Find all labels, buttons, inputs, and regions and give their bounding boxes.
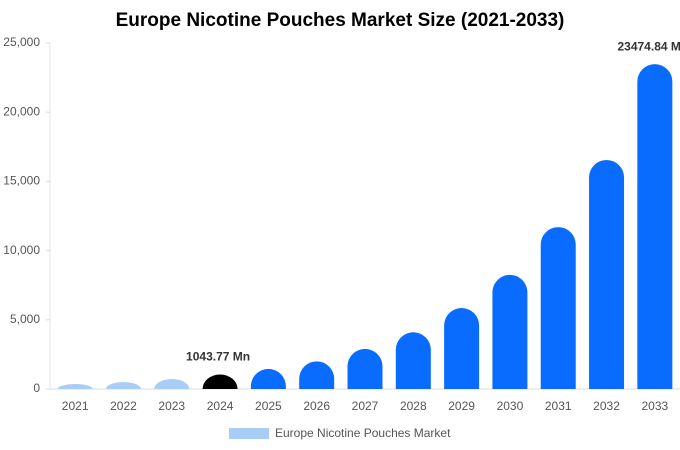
bar — [492, 274, 528, 389]
bar — [250, 368, 286, 389]
bar — [202, 374, 238, 389]
x-tick-label: 2025 — [255, 399, 282, 413]
legend-label: Europe Nicotine Pouches Market — [275, 426, 451, 440]
y-tick-label: 25,000 — [3, 35, 40, 49]
y-tick-label: 15,000 — [3, 174, 40, 188]
bar — [105, 382, 141, 389]
x-tick-label: 2031 — [545, 399, 572, 413]
x-tick-label: 2024 — [207, 399, 234, 413]
legend-swatch — [229, 428, 269, 439]
bar — [589, 159, 625, 389]
y-tick-label: 0 — [33, 381, 40, 395]
x-tick-label: 2021 — [62, 399, 89, 413]
bar — [347, 348, 383, 389]
x-tick-label: 2027 — [352, 399, 379, 413]
bar — [444, 308, 480, 389]
value-label: 1043.77 Mn — [186, 350, 250, 364]
bar — [57, 384, 93, 389]
y-tick-label: 10,000 — [3, 243, 40, 257]
chart-title: Europe Nicotine Pouches Market Size (202… — [116, 10, 565, 31]
x-tick-label: 2026 — [303, 399, 330, 413]
bar — [154, 379, 190, 389]
y-tick-label: 20,000 — [3, 104, 40, 118]
bar — [540, 227, 576, 389]
x-tick-label: 2033 — [641, 399, 668, 413]
y-tick-label: 5,000 — [10, 312, 40, 326]
x-tick-label: 2022 — [110, 399, 137, 413]
bar — [395, 332, 431, 389]
value-label: 23474.84 Mn — [617, 39, 680, 53]
bar — [299, 361, 335, 389]
x-tick-label: 2032 — [593, 399, 620, 413]
x-tick-label: 2029 — [448, 399, 475, 413]
x-tick-label: 2023 — [158, 399, 185, 413]
bar — [637, 64, 673, 389]
x-tick-label: 2030 — [497, 399, 524, 413]
x-tick-label: 2028 — [400, 399, 427, 413]
